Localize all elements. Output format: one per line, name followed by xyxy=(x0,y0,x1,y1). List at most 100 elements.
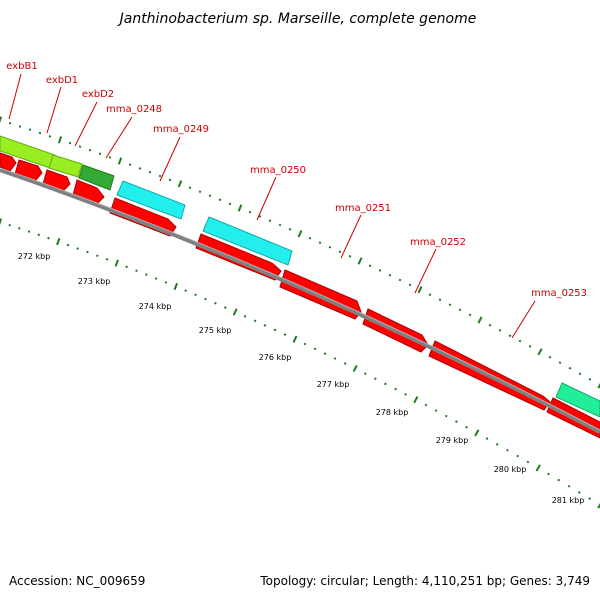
minor-tick xyxy=(18,125,22,128)
major-tick xyxy=(413,396,419,404)
minor-tick xyxy=(384,382,387,386)
major-tick xyxy=(56,237,61,246)
minor-tick xyxy=(424,403,428,407)
scale-label: 277 kbp xyxy=(317,380,350,389)
minor-tick xyxy=(333,357,337,360)
minor-tick xyxy=(86,250,89,254)
major-tick xyxy=(173,282,179,291)
gene-label-exbD1: exbD1 xyxy=(46,75,78,86)
minor-tick xyxy=(8,223,11,227)
minor-tick xyxy=(258,215,262,218)
minor-tick xyxy=(47,236,50,240)
minor-tick xyxy=(368,264,372,268)
minor-tick xyxy=(323,352,327,355)
scale-label: 280 kbp xyxy=(494,465,527,474)
minor-tick xyxy=(468,313,472,317)
major-tick xyxy=(597,382,600,389)
genome-backbone-highlight xyxy=(0,167,600,431)
minor-tick xyxy=(243,315,247,318)
major-tick xyxy=(232,308,238,316)
feature-track xyxy=(0,135,600,418)
minor-tick xyxy=(378,269,382,272)
minor-tick xyxy=(37,233,41,237)
gene-bar-exbD2 xyxy=(78,164,115,191)
minor-tick xyxy=(218,198,222,202)
minor-tick xyxy=(438,298,442,302)
scale-label: 272 kbp xyxy=(18,252,51,261)
minor-tick xyxy=(184,289,188,292)
major-tick xyxy=(117,157,123,165)
scale-tick-track xyxy=(0,218,600,509)
minor-tick xyxy=(567,484,571,488)
accession-text: Accession: NC_009659 xyxy=(9,574,145,588)
minor-tick xyxy=(66,243,70,247)
outer-tick-track xyxy=(0,116,600,389)
minor-tick xyxy=(303,342,307,346)
minor-tick xyxy=(408,283,412,287)
minor-tick xyxy=(38,131,42,135)
minor-tick xyxy=(518,339,522,343)
major-tick xyxy=(292,335,298,343)
minor-tick xyxy=(48,135,52,138)
gene-label-exbD2: exbD2 xyxy=(82,89,114,100)
gene-bar-mma_0248 xyxy=(116,180,186,220)
minor-tick xyxy=(434,409,438,412)
scale-label: 278 kbp xyxy=(376,408,409,417)
gene-label-mma_0249: mma_0249 xyxy=(153,124,209,135)
scale-label: 273 kbp xyxy=(78,277,111,286)
minor-tick xyxy=(488,323,492,327)
minor-tick xyxy=(288,228,292,231)
minor-tick xyxy=(253,319,257,323)
minor-tick xyxy=(223,306,227,309)
minor-tick xyxy=(18,227,21,230)
minor-tick xyxy=(68,141,72,145)
scale-label: 275 kbp xyxy=(199,326,232,335)
minor-tick xyxy=(164,281,168,284)
scale-label: 276 kbp xyxy=(259,353,292,362)
minor-tick xyxy=(313,347,317,351)
major-tick xyxy=(417,286,423,294)
minor-tick xyxy=(308,236,312,240)
minor-tick xyxy=(557,478,561,482)
major-tick xyxy=(297,230,303,238)
major-tick xyxy=(357,257,363,265)
major-tick xyxy=(477,316,483,324)
minor-tick xyxy=(428,293,432,297)
minor-tick xyxy=(444,414,448,418)
minor-tick xyxy=(528,344,532,348)
minor-tick xyxy=(144,273,148,276)
minor-tick xyxy=(394,387,397,391)
gene-label-exbB1: exbB1 xyxy=(6,61,37,72)
minor-tick xyxy=(516,454,520,458)
minor-tick xyxy=(278,223,282,227)
minor-tick xyxy=(485,437,489,440)
minor-tick xyxy=(568,366,572,370)
minor-tick xyxy=(558,361,562,365)
major-tick xyxy=(57,136,63,144)
minor-tick xyxy=(228,202,232,206)
gene-label-mma_0248: mma_0248 xyxy=(106,104,162,115)
minor-tick xyxy=(506,448,509,452)
minor-tick xyxy=(125,265,128,269)
minor-tick xyxy=(263,323,267,327)
minor-tick xyxy=(138,167,142,170)
minor-tick xyxy=(135,269,138,272)
gene-label-mma_0252: mma_0252 xyxy=(410,237,466,248)
minor-tick xyxy=(268,219,272,223)
minor-tick xyxy=(458,308,462,312)
gene-bar-mma_0253 xyxy=(555,382,600,418)
major-tick xyxy=(535,464,541,472)
minor-tick xyxy=(318,241,322,245)
minor-tick xyxy=(95,254,99,257)
minor-tick xyxy=(374,377,377,381)
major-tick xyxy=(177,180,183,188)
scale-label: 281 kbp xyxy=(552,496,585,505)
minor-tick xyxy=(188,186,192,190)
gene-bar-exbD1 xyxy=(48,154,83,178)
minor-tick xyxy=(578,372,582,376)
minor-tick xyxy=(548,355,552,359)
minor-tick xyxy=(28,128,32,131)
major-tick xyxy=(597,503,600,509)
minor-tick xyxy=(168,178,172,182)
